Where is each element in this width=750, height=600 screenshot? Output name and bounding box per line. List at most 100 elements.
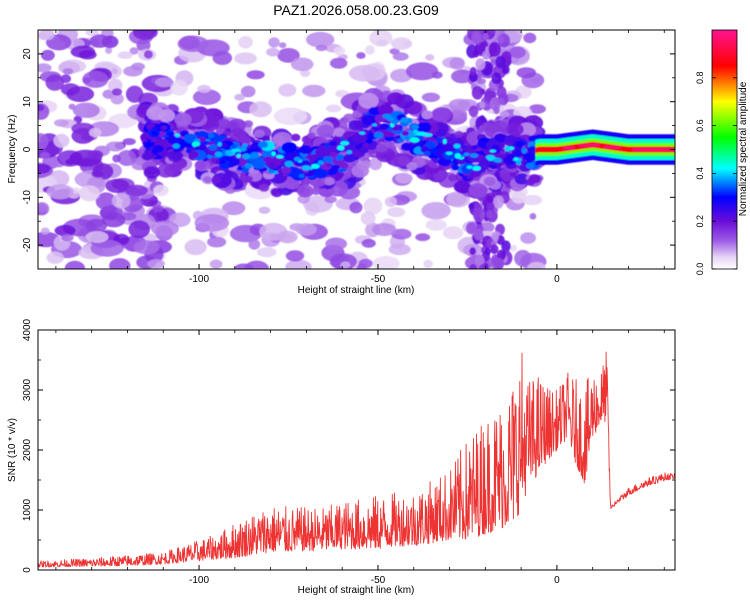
spectrogram-noise-blob <box>131 62 146 71</box>
spectrogram-noise-blob <box>62 68 74 75</box>
chart-title: PAZ1.2026.058.00.23.G09 <box>273 2 439 18</box>
spectrogram-noise-blob <box>490 244 499 255</box>
spectrogram-noise-blob <box>153 184 169 197</box>
spectrogram-ridge-core <box>329 152 338 158</box>
spectrogram-hotspot <box>463 152 470 156</box>
spectrogram-noise-blob <box>184 239 207 256</box>
spectrogram-noise-blob <box>469 247 477 256</box>
spectrogram-ridge-core <box>236 166 243 171</box>
spectrogram-noise-blob <box>128 220 150 239</box>
spectrogram-ridge-blob <box>448 174 458 182</box>
spectrogram-ridge-core <box>515 141 524 148</box>
spectrogram-noise-blob <box>82 70 109 88</box>
spectrogram-hotspot <box>205 138 211 142</box>
spectrogram-ridge-blob <box>454 130 464 138</box>
spectrogram-noise-blob <box>279 42 287 49</box>
spectrogram-ridge-core <box>244 163 253 169</box>
spectrogram-noise-blob <box>474 254 485 267</box>
spectrogram-hotspot <box>521 147 528 154</box>
x-tick-label: -100 <box>189 575 209 586</box>
spectrogram-noise-blob <box>207 236 227 248</box>
spectrogram-noise-blob <box>493 195 504 209</box>
spectrogram-noise-blob <box>66 86 95 102</box>
spectrogram-noise-blob <box>468 202 475 210</box>
spectrogram-ridge-blob <box>170 162 183 172</box>
spectrogram-ridge-core <box>478 159 488 167</box>
spectrogram-ridge-blob <box>514 173 530 185</box>
spectrogram-hotspot <box>276 154 284 159</box>
spectrogram-noise-blob <box>248 239 261 250</box>
spectrogram-noise-blob <box>514 249 532 267</box>
spectrogram-hotspot <box>504 145 511 152</box>
spectrogram-ridge-core <box>456 157 466 165</box>
spectrogram-ridge-core <box>198 136 207 143</box>
spectrogram-noise-blob <box>147 259 165 269</box>
spectrogram-peak-segment <box>603 145 622 150</box>
spectrogram-noise-blob <box>170 79 188 96</box>
spectrogram-hotspot <box>311 163 320 169</box>
spectrogram-ridge-core <box>206 154 213 159</box>
spectrogram-noise-blob <box>365 45 375 55</box>
spectrogram-noise-blob <box>372 256 400 269</box>
spectrogram-noise-blob <box>449 57 465 70</box>
spectrogram-ridge-blob <box>421 110 433 120</box>
spectrogram-ridge-core <box>397 138 403 143</box>
spectrogram-noise-blob <box>192 89 221 105</box>
spectrogram-hotspot <box>317 160 324 166</box>
spectrogram-noise-blob <box>315 44 328 52</box>
spectrogram-ridge-core <box>358 146 369 154</box>
spectrogram-noise-blob <box>528 104 546 114</box>
spectrogram-ridge-blob <box>483 176 496 187</box>
spectrogram-hotspot <box>405 135 410 142</box>
spectrogram-hotspot <box>513 157 519 161</box>
spectrogram-ridge-blob <box>319 188 328 195</box>
snr-panel: -100 -50 0 0 1000 2000 3000 4000 Height of stra… <box>7 318 676 596</box>
spectrogram-noise-blob <box>324 195 337 204</box>
spectrogram-ridge-core <box>425 140 437 149</box>
spectrogram-ridge-blob <box>453 180 470 194</box>
spectrogram-hotspot <box>442 138 447 144</box>
spectrogram-ridge-blob <box>506 122 524 136</box>
spectrogram-ridge-core <box>219 159 226 165</box>
spectrogram-ridge-core <box>284 160 294 167</box>
spectrogram-ridge-core <box>423 151 431 156</box>
spectrogram-ridge-core <box>477 154 485 160</box>
spectrogram-noise-blob <box>484 247 491 256</box>
spectrogram-noise-blob <box>479 263 486 269</box>
spectrogram-hotspot <box>340 141 350 146</box>
spectrogram-peak-segment <box>632 147 675 152</box>
spectrogram-noise-blob <box>246 70 265 80</box>
spectrogram-noise-blob <box>61 234 74 242</box>
spectrogram-ridge-core <box>379 123 389 130</box>
colorbar-tick-label: 0.8 <box>695 72 705 85</box>
spectrogram-noise-blob <box>41 49 55 61</box>
spectrogram-noise-blob <box>497 35 505 44</box>
colorbar-ticks: 0.0 0.2 0.4 0.6 0.8 <box>695 72 737 275</box>
spectrogram-ridge-core <box>416 122 432 133</box>
spectrogram-noise-blob <box>527 262 546 269</box>
spectrogram-ridge-blob <box>258 183 270 192</box>
spectrogram-noise-blob <box>152 205 164 213</box>
spectrogram-hotspot <box>172 143 181 149</box>
spectrogram-ridge-core <box>299 145 312 155</box>
spectrogram-noise-blob <box>473 228 484 241</box>
spectrogram-ridge-core <box>470 169 481 178</box>
spectrogram-ridge-blob <box>468 183 488 198</box>
spectrogram-hotspot <box>416 131 426 136</box>
spectrogram-ridge-blob <box>284 177 300 190</box>
spectrogram-hotspot <box>225 150 233 156</box>
spectrogram-ridge-blob <box>243 120 254 128</box>
spectrogram-noise-blob <box>498 97 505 106</box>
spectrogram-hotspot <box>472 165 481 171</box>
spectrogram-ridge-core <box>344 144 357 153</box>
spectrogram-hotspot <box>371 123 377 127</box>
spectrogram-ridge-blob <box>530 115 539 122</box>
spectrogram-peak-segment <box>578 143 600 147</box>
spectrogram-noise-blob <box>90 239 124 257</box>
spectrogram-ridge-core <box>401 142 413 151</box>
spectrogram-noise-blob <box>285 250 305 262</box>
spectrogram-hotspot <box>390 123 395 128</box>
spectrogram-noise-blob <box>405 62 439 81</box>
